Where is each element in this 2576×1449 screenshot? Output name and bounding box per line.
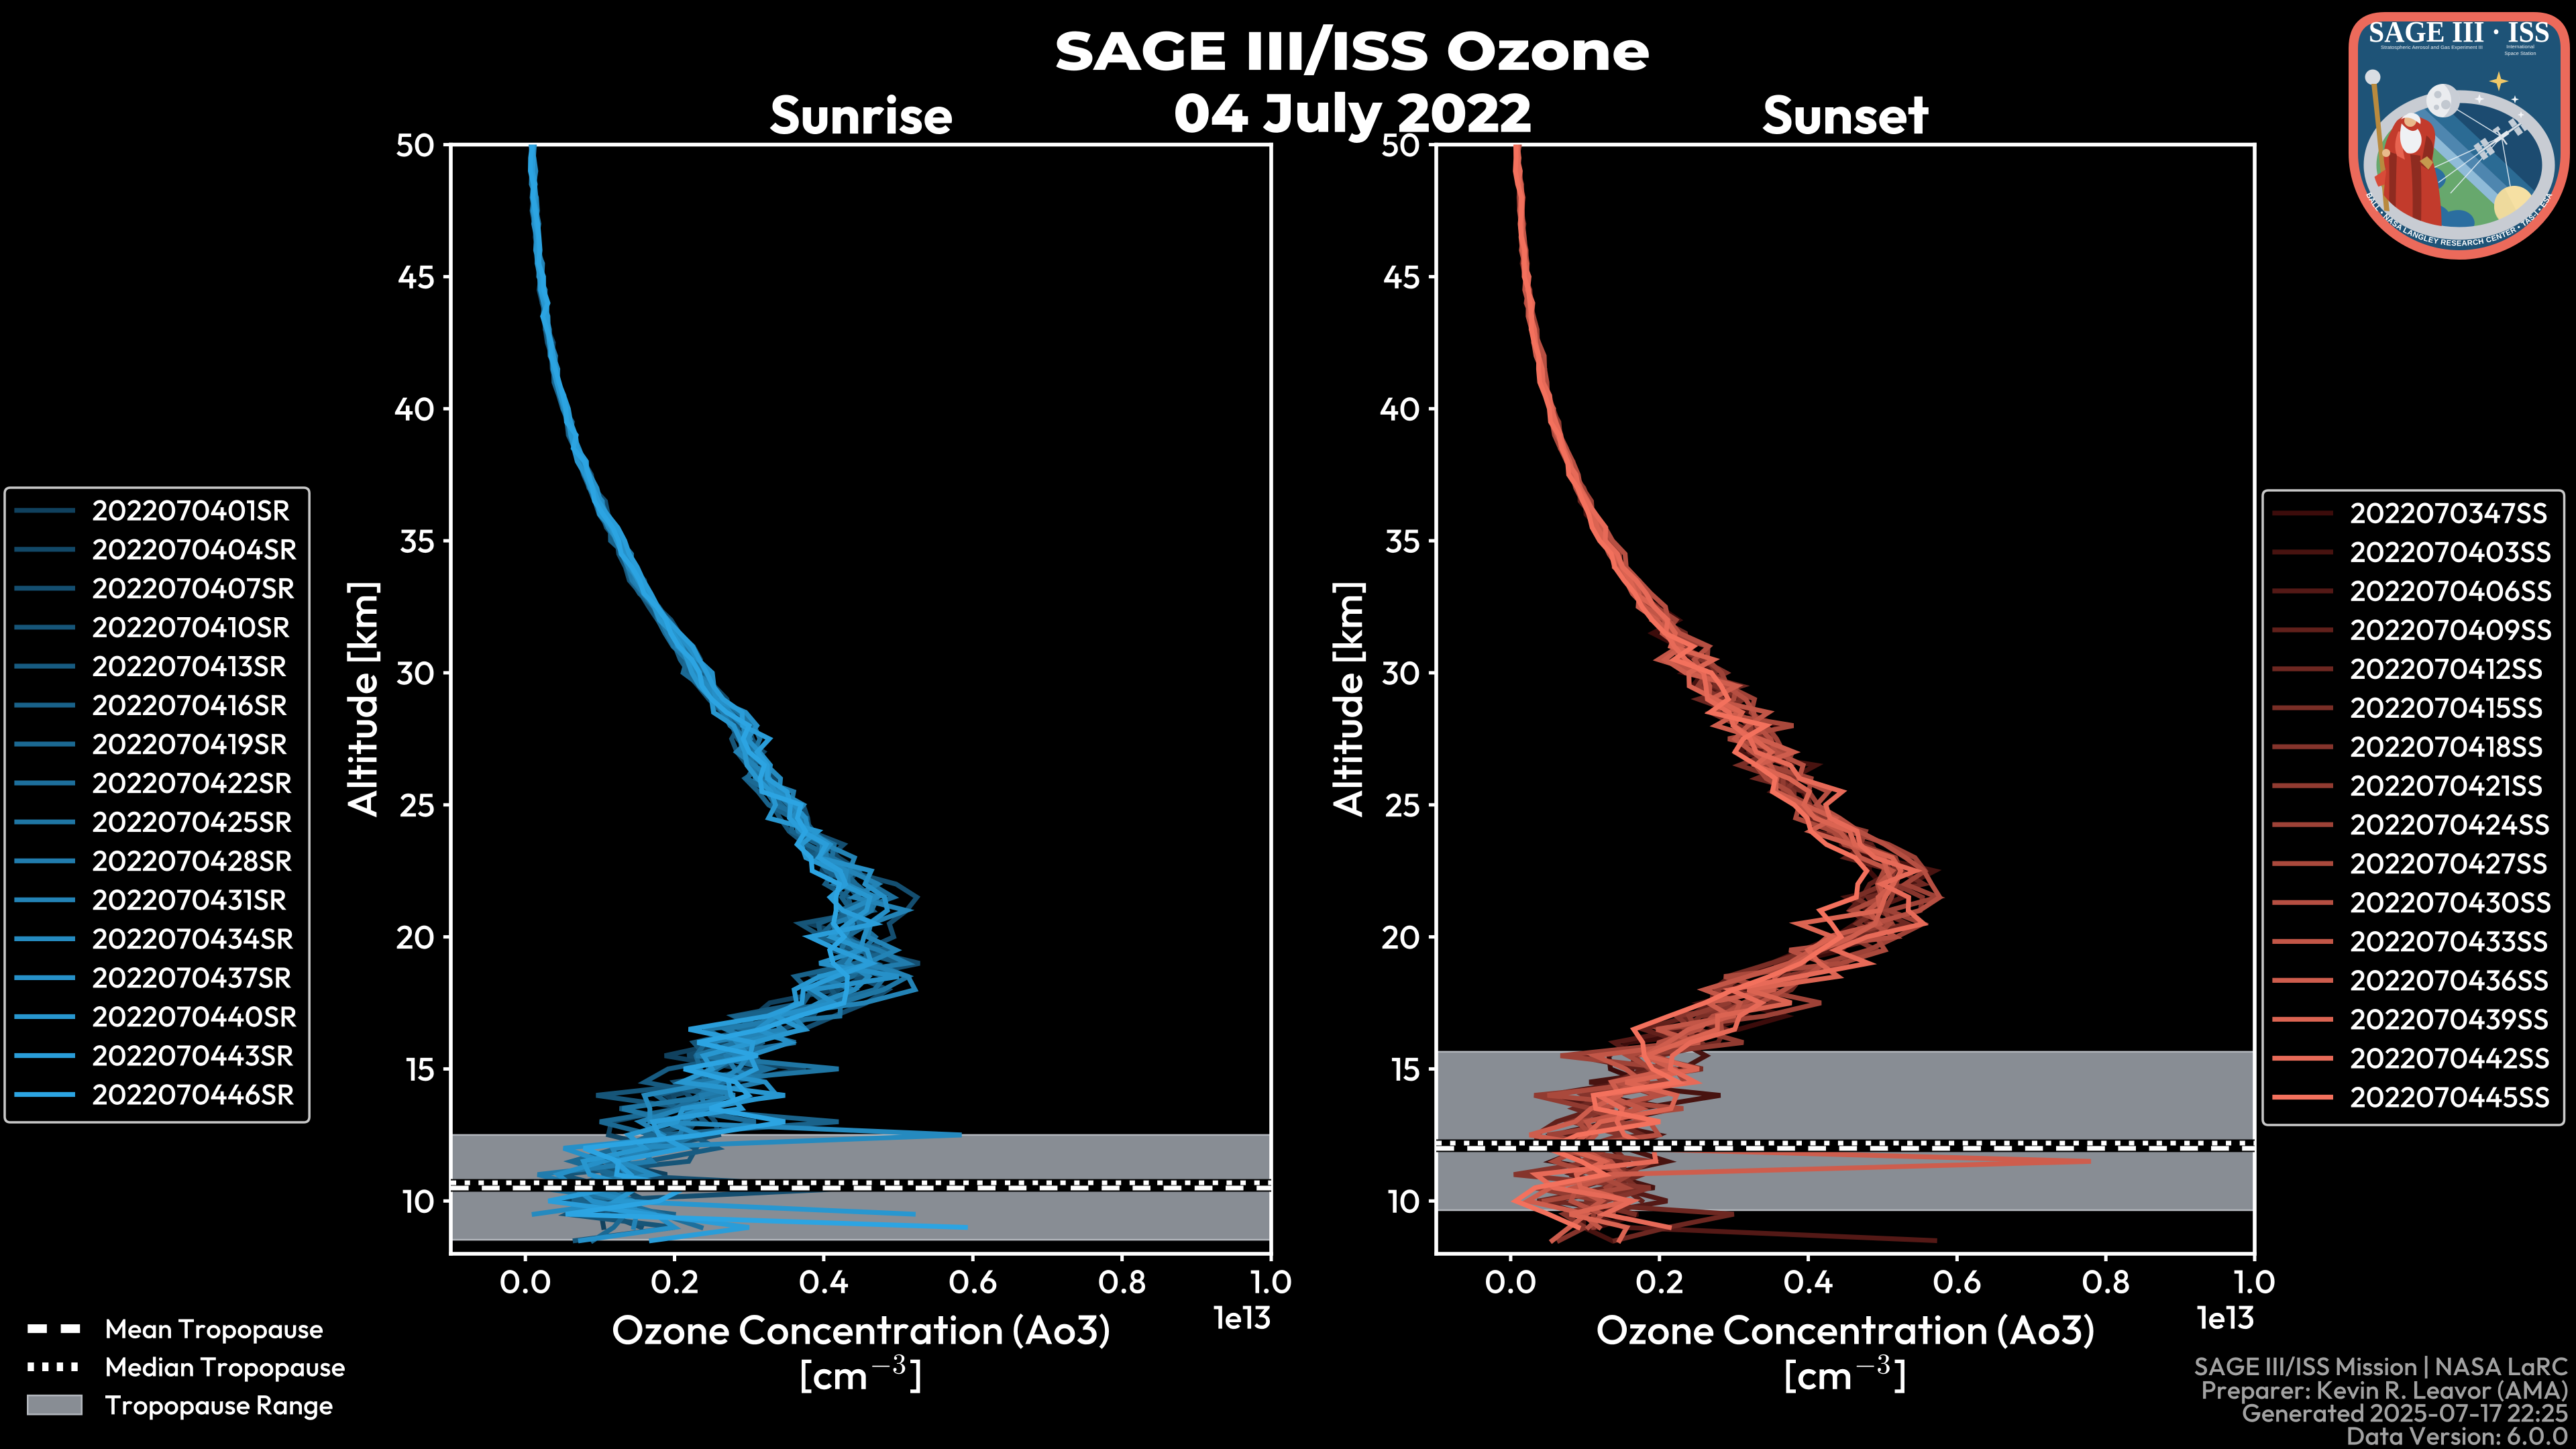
svg-text:Stratospheric Aerosol and Gas: Stratospheric Aerosol and Gas Experiment… bbox=[2381, 44, 2483, 50]
svg-text:SAGE III · ISS: SAGE III · ISS bbox=[2369, 15, 2550, 48]
svg-text:International: International bbox=[2506, 44, 2534, 50]
svg-text:Space Station: Space Station bbox=[2504, 50, 2536, 56]
